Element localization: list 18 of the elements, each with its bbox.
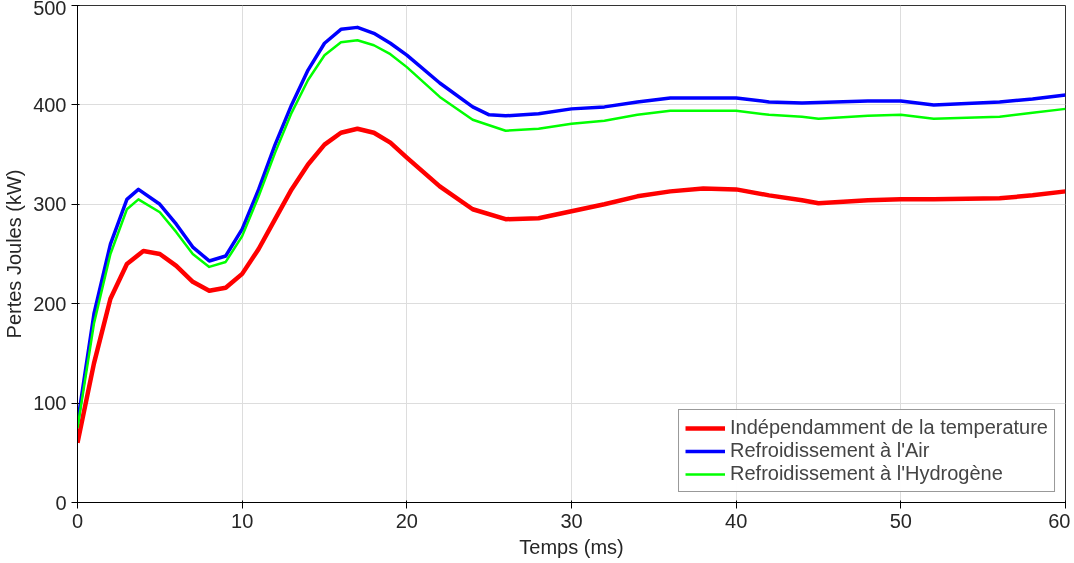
legend-label: Refroidissement à l'Air: [730, 439, 930, 462]
y-tick-label: 200: [33, 292, 67, 315]
x-tick-label: 40: [725, 509, 748, 532]
x-tick-label: 50: [889, 509, 912, 532]
legend-label: Refroidissement à l'Hydrogène: [730, 462, 1003, 485]
y-axis-title: Pertes Joules (kW): [3, 169, 26, 339]
y-tick-label: 300: [33, 193, 67, 216]
x-axis-title: Temps (ms): [519, 535, 624, 558]
y-tick-label: 500: [33, 0, 67, 19]
y-tick-label: 100: [33, 392, 67, 415]
y-tick-label: 0: [55, 491, 67, 514]
y-tick-label: 400: [33, 93, 67, 116]
x-tick-label: 10: [231, 509, 254, 532]
x-tick-label: 0: [71, 509, 84, 532]
x-tick-label: 30: [560, 509, 583, 532]
x-tick-label: 20: [395, 509, 418, 532]
x-tick-label: 60: [1048, 509, 1071, 532]
legend-label: Indépendamment de la temperature: [730, 416, 1048, 439]
